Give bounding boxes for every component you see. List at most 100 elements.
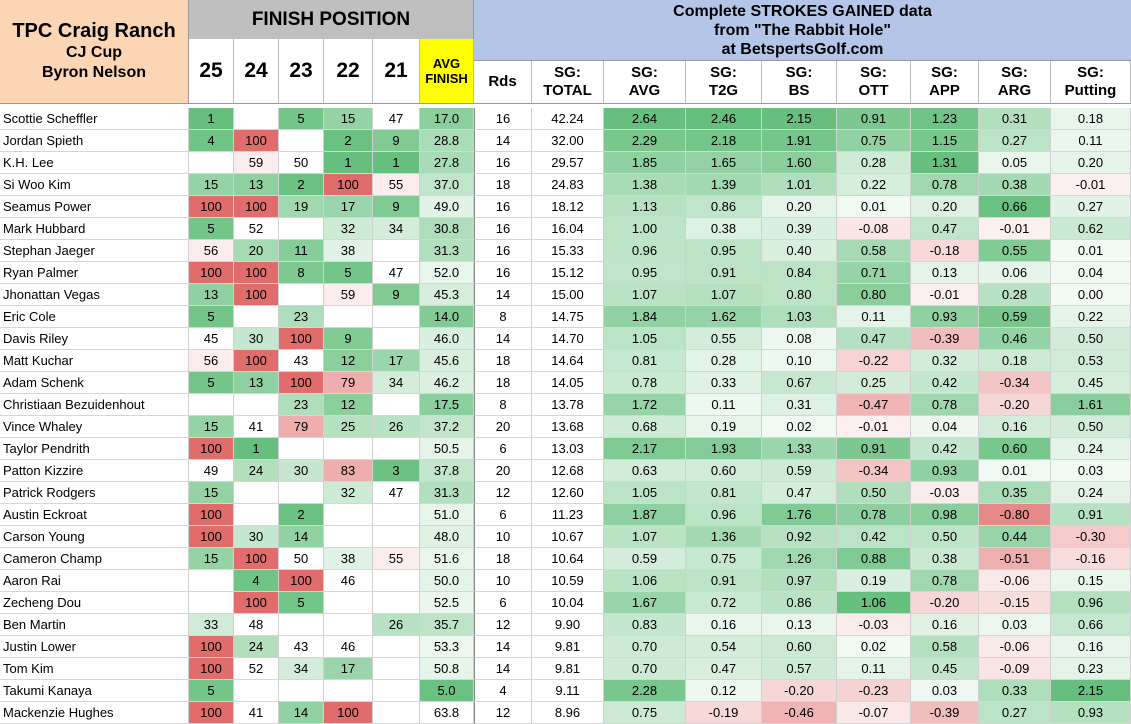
finish-cell: 1 bbox=[324, 152, 373, 174]
sg-cell: 2.28 bbox=[604, 680, 686, 702]
finish-cell: 100 bbox=[234, 130, 279, 152]
avg-finish-cell: 51.0 bbox=[420, 504, 474, 526]
sg-cell: 0.78 bbox=[911, 570, 979, 592]
table-row: Scottie Scheffler 1 5 15 47 17.0 16 42.24 2.64 2.… bbox=[0, 108, 1131, 130]
sg-cell: 0.91 bbox=[837, 108, 911, 130]
sg-cell: 0.66 bbox=[1051, 614, 1131, 636]
sg-header-label: SG: bbox=[554, 64, 581, 81]
sg-cell: -0.01 bbox=[1051, 174, 1131, 196]
sg-cell: 0.13 bbox=[762, 614, 837, 636]
finish-cell: 100 bbox=[234, 548, 279, 570]
finish-cell: 46 bbox=[324, 570, 373, 592]
table-row: Aaron Rai 4 100 46 50.0 10 10.59 1.06 0.91 0.97 0.… bbox=[0, 570, 1131, 592]
sg-header-label: BS bbox=[788, 82, 810, 99]
sg-cell: 0.71 bbox=[837, 262, 911, 284]
sg-header-4: SG: OTT bbox=[837, 61, 911, 104]
finish-cell: 17 bbox=[324, 196, 373, 218]
avg-finish-label: AVG bbox=[432, 56, 461, 71]
sg-cell: 0.72 bbox=[686, 592, 762, 614]
sg-total-cell: 16.04 bbox=[532, 218, 604, 240]
finish-cell bbox=[279, 438, 324, 460]
sg-cell: 0.50 bbox=[1051, 328, 1131, 350]
sg-cell: 0.47 bbox=[762, 482, 837, 504]
player-name: Patrick Rodgers bbox=[0, 482, 189, 504]
sg-cell: 1.07 bbox=[604, 284, 686, 306]
sg-cell: 0.75 bbox=[686, 548, 762, 570]
finish-cell: 1 bbox=[234, 438, 279, 460]
finish-cell bbox=[279, 284, 324, 306]
rounds-cell: 10 bbox=[474, 526, 532, 548]
sg-cell: 0.02 bbox=[762, 416, 837, 438]
rounds-cell: 14 bbox=[474, 636, 532, 658]
sg-cell: 0.62 bbox=[1051, 218, 1131, 240]
sg-header-2: SG: T2G bbox=[686, 61, 762, 104]
sg-cell: 0.25 bbox=[837, 372, 911, 394]
sg-cell: 0.27 bbox=[979, 702, 1051, 724]
avg-finish-cell: 31.3 bbox=[420, 240, 474, 262]
sg-total-cell: 24.83 bbox=[532, 174, 604, 196]
finish-cell: 15 bbox=[189, 548, 234, 570]
sg-cell: 0.47 bbox=[911, 218, 979, 240]
year-header-23: 23 bbox=[279, 39, 324, 104]
avg-finish-cell: 48.0 bbox=[420, 526, 474, 548]
sg-cell: 1.26 bbox=[762, 548, 837, 570]
avg-finish-cell: 49.0 bbox=[420, 196, 474, 218]
avg-finish-cell: 45.3 bbox=[420, 284, 474, 306]
sg-cell: 1.33 bbox=[762, 438, 837, 460]
finish-cell: 14 bbox=[279, 526, 324, 548]
sg-cell: 0.93 bbox=[911, 460, 979, 482]
sg-cell: -0.16 bbox=[1051, 548, 1131, 570]
table-row: Mackenzie Hughes 100 41 14 100 63.8 12 8.96 0.75… bbox=[0, 702, 1131, 724]
sg-cell: 0.42 bbox=[911, 372, 979, 394]
sg-total-cell: 10.04 bbox=[532, 592, 604, 614]
avg-finish-cell: 45.6 bbox=[420, 350, 474, 372]
sg-total-cell: 12.60 bbox=[532, 482, 604, 504]
sg-cell: 1.85 bbox=[604, 152, 686, 174]
sg-cell: 0.11 bbox=[837, 306, 911, 328]
finish-cell bbox=[373, 592, 420, 614]
player-name: Patton Kizzire bbox=[0, 460, 189, 482]
sg-cell: -0.01 bbox=[979, 218, 1051, 240]
table-row: Mark Hubbard 5 52 32 34 30.8 16 16.04 1.00 0.38 0.… bbox=[0, 218, 1131, 240]
sg-cell: 1.62 bbox=[686, 306, 762, 328]
sg-cell: 0.08 bbox=[762, 328, 837, 350]
sg-total-cell: 13.78 bbox=[532, 394, 604, 416]
finish-cell: 12 bbox=[324, 350, 373, 372]
sg-total-cell: 18.12 bbox=[532, 196, 604, 218]
player-name: Davis Riley bbox=[0, 328, 189, 350]
table-row: Davis Riley 45 30 100 9 46.0 14 14.70 1.05 0.55 0.… bbox=[0, 328, 1131, 350]
rounds-cell: 20 bbox=[474, 460, 532, 482]
sg-cell: 0.86 bbox=[762, 592, 837, 614]
finish-cell: 47 bbox=[373, 262, 420, 284]
player-name: Adam Schenk bbox=[0, 372, 189, 394]
finish-cell: 43 bbox=[279, 636, 324, 658]
year-header-21: 21 bbox=[373, 39, 420, 104]
table-row: Patrick Rodgers 15 32 47 31.3 12 12.60 1.05 0.81… bbox=[0, 482, 1131, 504]
sg-cell: 0.70 bbox=[604, 658, 686, 680]
finish-cell: 100 bbox=[189, 438, 234, 460]
finish-cell: 38 bbox=[324, 548, 373, 570]
table-row: Matt Kuchar 56 100 43 12 17 45.6 18 14.64 0.81 0.2… bbox=[0, 350, 1131, 372]
avg-finish-cell: 14.0 bbox=[420, 306, 474, 328]
rounds-cell: 14 bbox=[474, 658, 532, 680]
sg-cell: -0.01 bbox=[911, 284, 979, 306]
finish-cell: 41 bbox=[234, 416, 279, 438]
sg-cell: 0.10 bbox=[762, 350, 837, 372]
sg-total-cell: 10.64 bbox=[532, 548, 604, 570]
sg-cell: 0.92 bbox=[762, 526, 837, 548]
rounds-cell: 16 bbox=[474, 218, 532, 240]
sg-header-label: TOTAL bbox=[543, 82, 592, 99]
sg-cell: 1.38 bbox=[604, 174, 686, 196]
finish-cell bbox=[324, 614, 373, 636]
sg-cell: 0.88 bbox=[837, 548, 911, 570]
sg-cell: 0.59 bbox=[604, 548, 686, 570]
avg-finish-cell: 50.8 bbox=[420, 658, 474, 680]
player-name: Ben Martin bbox=[0, 614, 189, 636]
finish-cell bbox=[189, 570, 234, 592]
sg-cell: 0.35 bbox=[979, 482, 1051, 504]
sg-cell: 1.76 bbox=[762, 504, 837, 526]
sg-cell: 0.01 bbox=[837, 196, 911, 218]
player-name: Vince Whaley bbox=[0, 416, 189, 438]
finish-cell: 38 bbox=[324, 240, 373, 262]
table-row: Carson Young 100 30 14 48.0 10 10.67 1.07 1.36 0.… bbox=[0, 526, 1131, 548]
